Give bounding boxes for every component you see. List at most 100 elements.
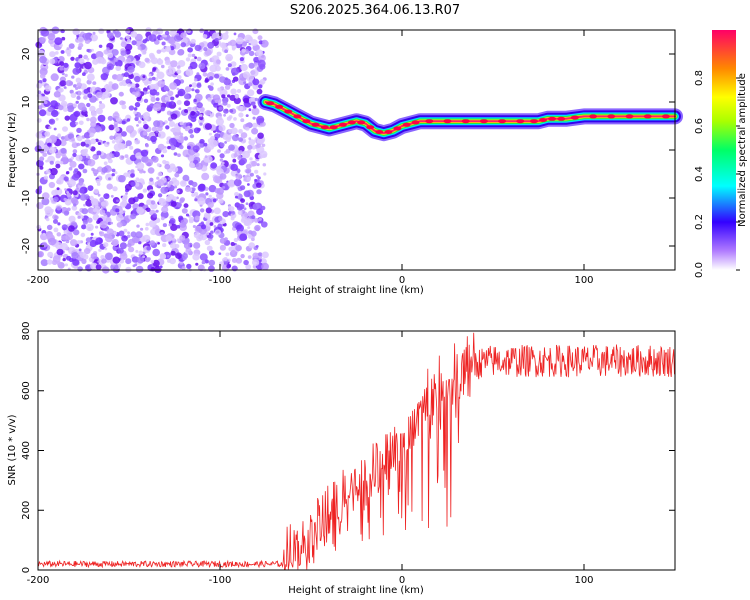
noise-blob: [255, 245, 259, 248]
noise-blob: [199, 253, 208, 261]
noise-blob: [107, 158, 113, 164]
noise-blob: [119, 81, 124, 86]
noise-blob: [224, 84, 231, 90]
noise-blob: [235, 245, 242, 252]
noise-blob: [242, 150, 251, 159]
ridge-peak: [393, 126, 402, 131]
noise-blob: [142, 131, 148, 136]
noise-blob: [80, 232, 86, 238]
noise-blob: [156, 49, 162, 54]
colorbar-label: Normalized spectral amplitude: [737, 73, 748, 227]
noise-blob: [170, 113, 178, 120]
noise-blob: [195, 262, 199, 266]
noise-blob: [128, 105, 135, 111]
noise-blob: [257, 35, 263, 41]
noise-blob: [125, 258, 132, 265]
noise-blob: [119, 155, 125, 161]
noise-blob: [66, 192, 71, 197]
noise-blob: [238, 203, 245, 210]
noise-blob: [112, 240, 118, 247]
ridge-peak: [589, 114, 598, 119]
noise-blob: [255, 174, 259, 178]
noise-blob: [218, 198, 224, 204]
noise-blob: [225, 148, 231, 154]
noise-blob: [233, 237, 239, 243]
noise-blob: [196, 72, 200, 76]
noise-blob: [217, 149, 221, 153]
noise-blob: [45, 159, 49, 163]
noise-blob: [140, 149, 149, 157]
noise-blob: [176, 190, 180, 193]
noise-blob: [39, 156, 45, 162]
noise-blob: [75, 77, 82, 83]
noise-blob: [81, 258, 87, 264]
noise-blob: [143, 121, 147, 125]
noise-blob: [256, 115, 265, 124]
noise-blob: [236, 89, 242, 93]
noise-blob: [200, 221, 204, 225]
noise-blob: [261, 262, 269, 271]
noise-blob: [205, 207, 212, 214]
noise-blob: [203, 47, 208, 52]
noise-blob: [257, 132, 264, 139]
noise-blob: [79, 188, 85, 194]
noise-blob: [122, 194, 128, 200]
noise-blob: [73, 229, 80, 236]
ridge-peak: [607, 114, 616, 119]
noise-blob: [213, 175, 221, 183]
noise-blob: [152, 103, 162, 112]
noise-blob: [241, 48, 246, 53]
noise-blob: [166, 183, 171, 188]
noise-blob: [57, 133, 61, 137]
noise-blob: [250, 101, 256, 106]
noise-blob: [229, 109, 234, 113]
noise-blob: [248, 242, 255, 249]
noise-blob: [231, 258, 238, 263]
noise-blob: [256, 139, 262, 145]
noise-blob: [42, 78, 47, 83]
noise-blob: [182, 174, 190, 182]
noise-blob: [171, 128, 177, 133]
noise-blob: [249, 172, 254, 177]
ridge-peak: [498, 119, 507, 124]
noise-blob: [71, 137, 75, 142]
noise-blob: [131, 40, 137, 46]
noise-blob: [180, 42, 187, 48]
noise-blob: [209, 250, 215, 256]
noise-blob: [99, 231, 105, 237]
noise-blob: [114, 126, 120, 132]
noise-blob: [184, 86, 192, 93]
noise-blob: [176, 224, 181, 229]
noise-blob: [167, 259, 171, 263]
noise-blob: [242, 41, 247, 47]
noise-blob: [58, 94, 66, 102]
x-tick-label: -200: [27, 275, 50, 286]
noise-blob: [50, 73, 59, 82]
noise-blob: [142, 234, 151, 243]
noise-blob: [240, 132, 248, 139]
noise-blob: [204, 49, 212, 56]
noise-blob: [114, 171, 118, 175]
noise-blob: [216, 230, 220, 234]
noise-blob: [87, 73, 95, 81]
noise-blob: [40, 233, 48, 241]
noise-blob: [228, 144, 235, 151]
noise-blob: [239, 233, 248, 241]
ridge-peak: [479, 119, 488, 124]
noise-blob: [141, 181, 145, 185]
noise-blob: [98, 28, 105, 34]
noise-blob: [110, 221, 113, 225]
noise-blob: [74, 62, 81, 69]
noise-blob: [254, 97, 259, 102]
noise-region: [34, 26, 269, 274]
noise-blob: [95, 264, 102, 270]
y-tick-label: 200: [21, 501, 32, 520]
noise-blob: [104, 247, 108, 251]
ridge-peak: [320, 125, 329, 130]
noise-blob: [46, 137, 52, 144]
noise-blob: [71, 252, 79, 259]
snr-xlabel: Height of straight line (km): [288, 585, 424, 596]
noise-blob: [203, 142, 208, 147]
noise-blob: [53, 127, 57, 131]
noise-blob: [164, 59, 172, 66]
